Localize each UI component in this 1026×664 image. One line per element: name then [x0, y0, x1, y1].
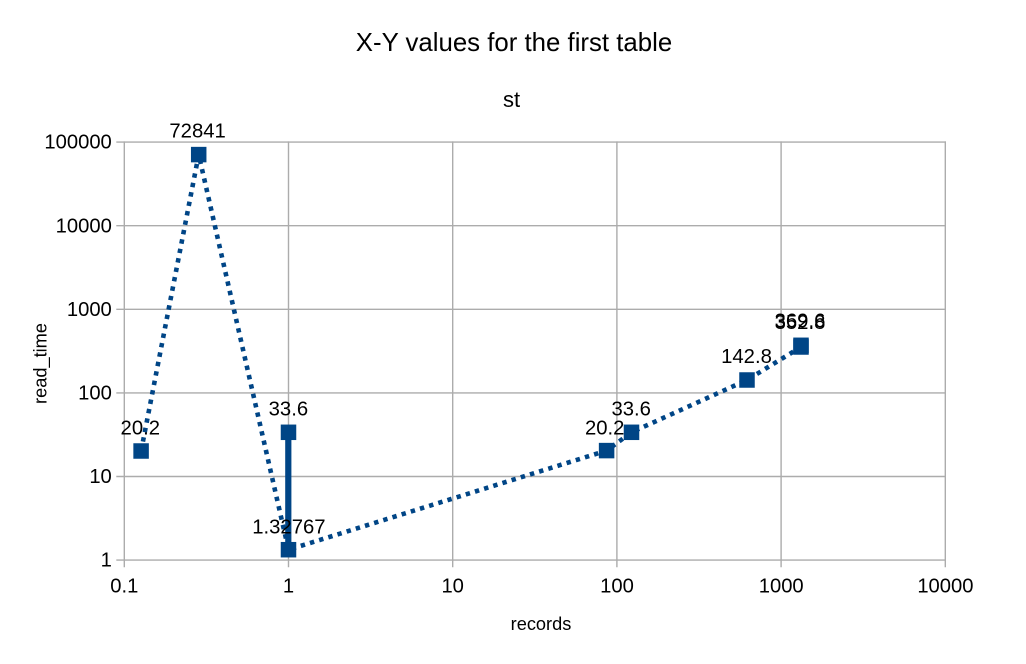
svg-text:100: 100 [600, 576, 634, 598]
svg-text:10000: 10000 [917, 576, 973, 598]
svg-text:10000: 10000 [56, 215, 112, 237]
svg-text:1: 1 [283, 576, 294, 598]
svg-text:1000: 1000 [759, 576, 804, 598]
svg-text:142.8: 142.8 [721, 346, 772, 368]
svg-text:1: 1 [101, 550, 112, 572]
svg-text:read_time: read_time [31, 323, 52, 404]
svg-text:100: 100 [78, 383, 112, 405]
svg-text:0.1: 0.1 [110, 576, 138, 598]
svg-text:33.6: 33.6 [269, 398, 308, 420]
svg-text:20.2: 20.2 [585, 418, 624, 440]
svg-text:1000: 1000 [67, 299, 112, 321]
svg-text:72841: 72841 [169, 120, 225, 142]
svg-text:X-Y values for the first table: X-Y values for the first table [356, 29, 672, 57]
svg-text:10: 10 [89, 466, 111, 488]
svg-text:352.8: 352.8 [775, 312, 826, 334]
svg-text:records: records [511, 614, 572, 634]
svg-text:10: 10 [441, 576, 463, 598]
svg-text:20.2: 20.2 [121, 417, 160, 439]
svg-text:100000: 100000 [44, 132, 111, 154]
svg-text:33.6: 33.6 [611, 399, 650, 421]
svg-text:st: st [503, 87, 520, 112]
svg-text:1.32767: 1.32767 [252, 516, 325, 538]
svg-text:369.6: 369.6 [775, 311, 826, 333]
